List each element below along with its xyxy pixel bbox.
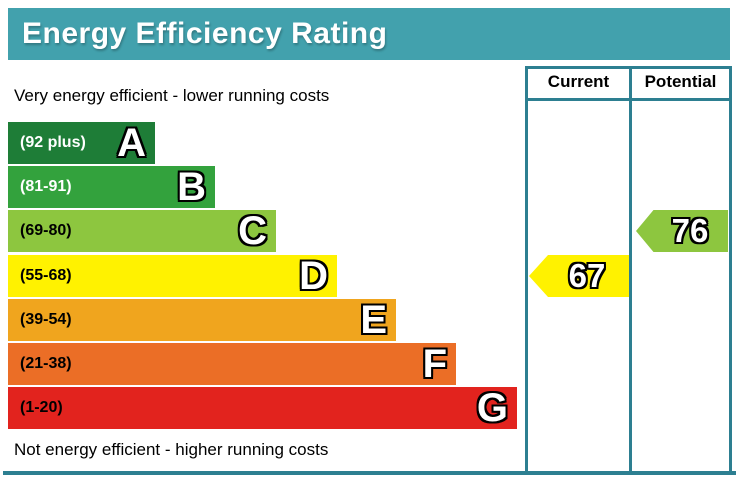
current-rating-pointer: 67 xyxy=(529,255,629,297)
band-a-range-label: (92 plus) xyxy=(20,134,86,151)
band-e-letter: E xyxy=(360,298,387,342)
band-d-letter: D xyxy=(299,254,328,298)
title-banner: Energy Efficiency Rating xyxy=(8,8,730,60)
band-f-range-label: (21-38) xyxy=(20,355,72,372)
band-d-range-label: (55-68) xyxy=(20,267,72,284)
band-c-bar: (69-80) C xyxy=(8,210,276,252)
current-column-header: Current xyxy=(547,72,610,91)
band-b-letter: B xyxy=(177,165,206,209)
potential-rating-value: 76 xyxy=(671,212,709,249)
band-c-range-label: (69-80) xyxy=(20,222,72,239)
top-caption: Very energy efficient - lower running co… xyxy=(14,86,330,105)
table-border-left xyxy=(525,66,528,475)
band-a-letter: A xyxy=(117,121,146,165)
band-f-bar: (21-38) F xyxy=(8,343,456,385)
band-e-bar: (39-54) E xyxy=(8,299,396,341)
band-e-range-label: (39-54) xyxy=(20,311,72,328)
band-b-range-label: (81-91) xyxy=(20,178,72,195)
table-header-underline xyxy=(525,98,732,101)
table-border-top xyxy=(525,66,732,69)
band-g-range-label: (1-20) xyxy=(20,399,63,416)
table-border-right xyxy=(729,66,732,475)
band-f-letter: F xyxy=(422,342,447,386)
band-d-bar: (55-68) D xyxy=(8,255,337,297)
band-c-letter: C xyxy=(238,209,267,253)
chart-bottom-border xyxy=(3,471,736,475)
potential-rating-pointer: 76 xyxy=(636,210,728,252)
page-title: Energy Efficiency Rating xyxy=(22,17,388,50)
potential-column-header: Potential xyxy=(644,72,717,91)
band-g-letter: G xyxy=(476,386,508,430)
band-b-bar: (81-91) B xyxy=(8,166,215,208)
current-rating-value: 67 xyxy=(568,257,606,294)
band-a-bar: (92 plus) A xyxy=(8,122,155,164)
table-border-middle xyxy=(629,66,632,475)
bottom-caption: Not energy efficient - higher running co… xyxy=(14,440,329,459)
band-g-bar: (1-20) G xyxy=(8,387,517,429)
